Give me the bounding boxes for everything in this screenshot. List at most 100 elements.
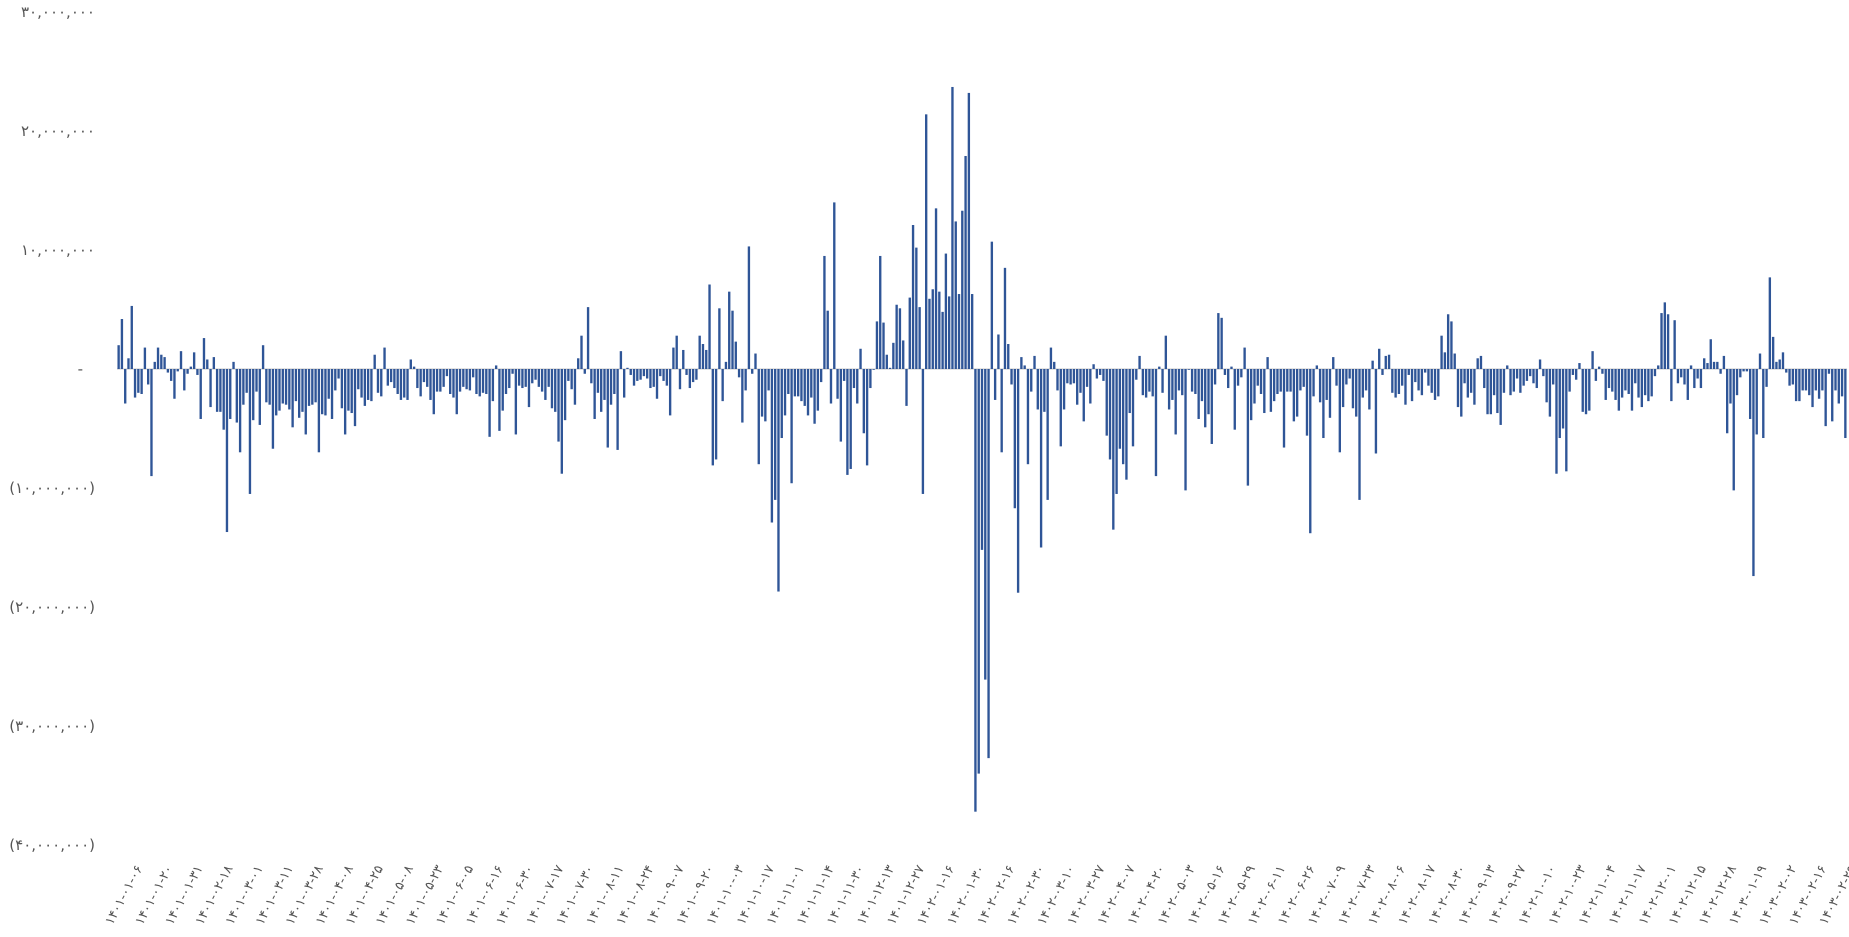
bar bbox=[662, 369, 665, 381]
bar bbox=[954, 221, 957, 369]
bar bbox=[1112, 369, 1115, 530]
bar bbox=[609, 369, 613, 405]
bar bbox=[393, 369, 396, 389]
bar bbox=[1266, 357, 1269, 369]
bar bbox=[1437, 369, 1440, 397]
bar bbox=[1404, 369, 1407, 405]
bar bbox=[1624, 369, 1627, 391]
bar bbox=[757, 369, 760, 465]
bar bbox=[124, 369, 127, 404]
bar bbox=[1483, 369, 1486, 389]
bar bbox=[856, 369, 859, 404]
bar bbox=[1735, 369, 1739, 396]
bar bbox=[1315, 365, 1319, 369]
bar bbox=[869, 369, 872, 389]
bar bbox=[1299, 369, 1302, 391]
bar bbox=[1532, 369, 1535, 384]
bar bbox=[1785, 369, 1788, 373]
bar bbox=[183, 369, 186, 391]
bar bbox=[189, 366, 193, 369]
bar bbox=[268, 369, 271, 405]
bar bbox=[1660, 313, 1663, 369]
bar bbox=[1703, 358, 1706, 369]
bar bbox=[334, 369, 337, 391]
bar bbox=[695, 369, 698, 380]
bar bbox=[1689, 365, 1693, 369]
bar bbox=[373, 354, 376, 369]
bar bbox=[209, 369, 212, 408]
bar bbox=[1069, 369, 1072, 385]
bar bbox=[1578, 363, 1581, 369]
bar bbox=[1046, 369, 1049, 500]
bar bbox=[252, 369, 255, 421]
bar bbox=[1318, 369, 1322, 403]
bar bbox=[399, 369, 403, 400]
bar bbox=[754, 353, 757, 369]
bar bbox=[169, 369, 173, 381]
bar bbox=[1502, 369, 1506, 393]
bar bbox=[1118, 369, 1122, 449]
bars-layer bbox=[117, 86, 1847, 812]
bar bbox=[1272, 369, 1276, 402]
bar bbox=[1673, 320, 1676, 369]
bar bbox=[130, 305, 133, 369]
bar bbox=[258, 369, 261, 425]
bar bbox=[544, 369, 547, 400]
bar bbox=[826, 310, 829, 369]
bar bbox=[320, 369, 324, 415]
bar bbox=[468, 369, 472, 391]
bar bbox=[1401, 369, 1404, 386]
bar bbox=[724, 361, 728, 369]
bar bbox=[1840, 369, 1844, 397]
bar bbox=[1138, 355, 1141, 369]
bar bbox=[1719, 369, 1722, 374]
bar bbox=[1748, 369, 1752, 419]
bar bbox=[1368, 369, 1371, 410]
bar bbox=[1630, 369, 1634, 411]
bar bbox=[1230, 366, 1233, 369]
bar bbox=[770, 369, 774, 523]
bar bbox=[849, 369, 852, 469]
bar bbox=[156, 347, 160, 369]
bar bbox=[337, 369, 340, 379]
bar bbox=[905, 369, 908, 406]
bar bbox=[921, 369, 925, 494]
bar bbox=[521, 369, 524, 389]
bar bbox=[678, 369, 682, 390]
bar bbox=[616, 369, 619, 450]
bar bbox=[682, 349, 685, 369]
bar bbox=[1309, 369, 1312, 534]
bar bbox=[1250, 369, 1253, 421]
bar bbox=[147, 369, 150, 385]
bar bbox=[1768, 277, 1772, 369]
bar bbox=[376, 369, 380, 393]
bar bbox=[898, 308, 902, 369]
bar bbox=[1108, 369, 1112, 460]
bar bbox=[1131, 369, 1135, 447]
bar bbox=[330, 369, 334, 419]
bar bbox=[366, 369, 370, 400]
bar bbox=[261, 345, 265, 369]
bar bbox=[1663, 302, 1666, 369]
bar bbox=[632, 369, 636, 386]
bar bbox=[1637, 369, 1640, 398]
bar bbox=[389, 369, 393, 383]
bar bbox=[839, 369, 843, 442]
bar bbox=[481, 369, 485, 393]
bar bbox=[1000, 369, 1003, 453]
bar bbox=[501, 369, 504, 411]
bar bbox=[1072, 369, 1076, 384]
bar bbox=[1446, 314, 1450, 369]
bar bbox=[997, 334, 1000, 369]
bar bbox=[1538, 359, 1542, 369]
bar bbox=[1407, 369, 1410, 375]
bar bbox=[882, 322, 885, 369]
bar bbox=[1525, 369, 1529, 381]
bar bbox=[1039, 369, 1043, 548]
bar bbox=[780, 369, 783, 439]
bar bbox=[596, 369, 600, 393]
bar bbox=[1775, 361, 1778, 369]
bar bbox=[1716, 361, 1719, 369]
bar bbox=[1391, 369, 1394, 393]
bar bbox=[626, 367, 629, 369]
